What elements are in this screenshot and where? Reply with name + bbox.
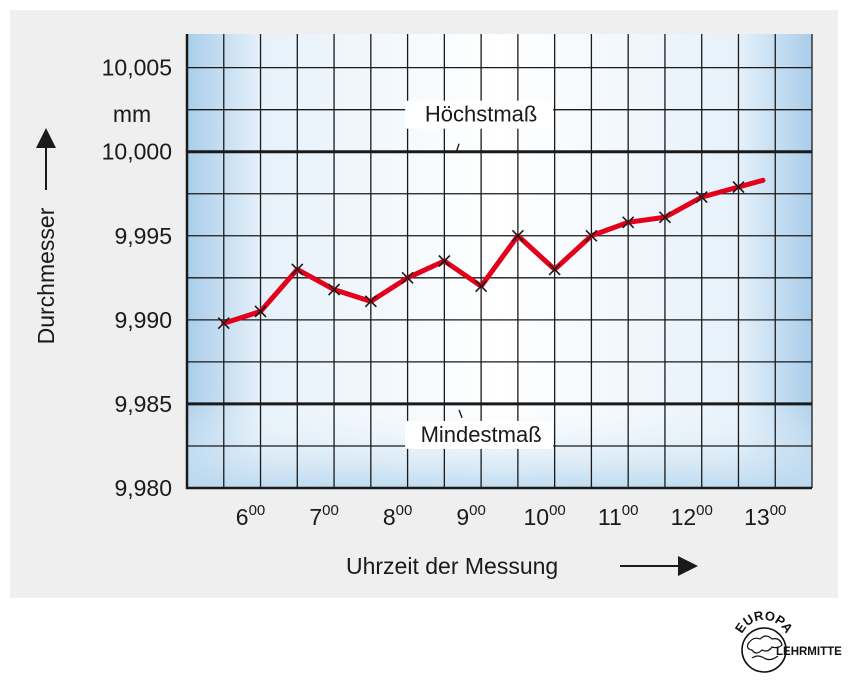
reference-lines: Höchstmaß Mindestmaß	[187, 100, 812, 449]
europa-lehrmittel-logo: EUROPA LEHRMITTEL	[732, 608, 842, 673]
data-point-marker	[254, 305, 267, 318]
reference-leader	[458, 409, 463, 419]
reference-label: Mindestmaß	[421, 422, 542, 447]
y-axis-title-text: Durchmesser	[33, 207, 59, 344]
x-tick-label: 1200	[671, 502, 713, 530]
data-point-marker	[217, 317, 230, 330]
x-tick-label: 600	[236, 502, 265, 530]
reference-label-bg	[405, 420, 554, 449]
x-tick-labels: 600 700 800 900 1000 1100 1200 1300	[236, 502, 787, 530]
y-tick-label: 10,000	[102, 139, 172, 165]
x-tick-label: 800	[383, 502, 412, 530]
y-tick-labels: 10,005 10,000 9,995 9,990 9,985 9,980	[102, 55, 172, 501]
y-unit-label: mm	[113, 101, 151, 127]
x-axis-title: Uhrzeit der Messung	[346, 553, 698, 579]
x-tick-label: 1100	[598, 502, 639, 530]
y-tick-label: 9,980	[114, 475, 172, 501]
grid	[187, 34, 813, 488]
data-point-marker	[364, 295, 377, 308]
y-tick-label: 9,995	[114, 223, 172, 249]
data-point-marker	[291, 263, 304, 276]
x-tick-label: 1300	[744, 502, 786, 530]
data-point-marker	[475, 280, 488, 293]
data-point-marker	[622, 216, 635, 229]
data-point-marker	[401, 271, 414, 284]
x-tick-label: 1000	[524, 502, 566, 530]
y-axis-title: Durchmesser	[33, 128, 59, 344]
data-point-marker	[585, 229, 598, 242]
x-tick-label: 900	[456, 502, 485, 530]
data-point-marker	[511, 229, 524, 242]
reference-label: Höchstmaß	[425, 102, 537, 127]
y-tick-label: 9,985	[114, 391, 172, 417]
data-point-marker	[658, 211, 672, 224]
series-line	[221, 177, 766, 326]
y-tick-label: 9,990	[114, 307, 172, 333]
reference-leader	[455, 143, 460, 153]
data-point-marker	[438, 254, 451, 268]
x-tick-label: 700	[309, 502, 338, 530]
reference-label-bg	[405, 100, 554, 129]
logo-text-right: LEHRMITTEL	[776, 646, 842, 658]
x-axis-title-text: Uhrzeit der Messung	[346, 553, 558, 579]
data-point-marker	[695, 191, 708, 204]
data-point-marker	[548, 263, 561, 276]
series-layer	[217, 177, 766, 330]
y-tick-label: 10,005	[102, 55, 172, 81]
data-point-marker	[732, 180, 745, 194]
data-point-marker	[327, 283, 341, 296]
